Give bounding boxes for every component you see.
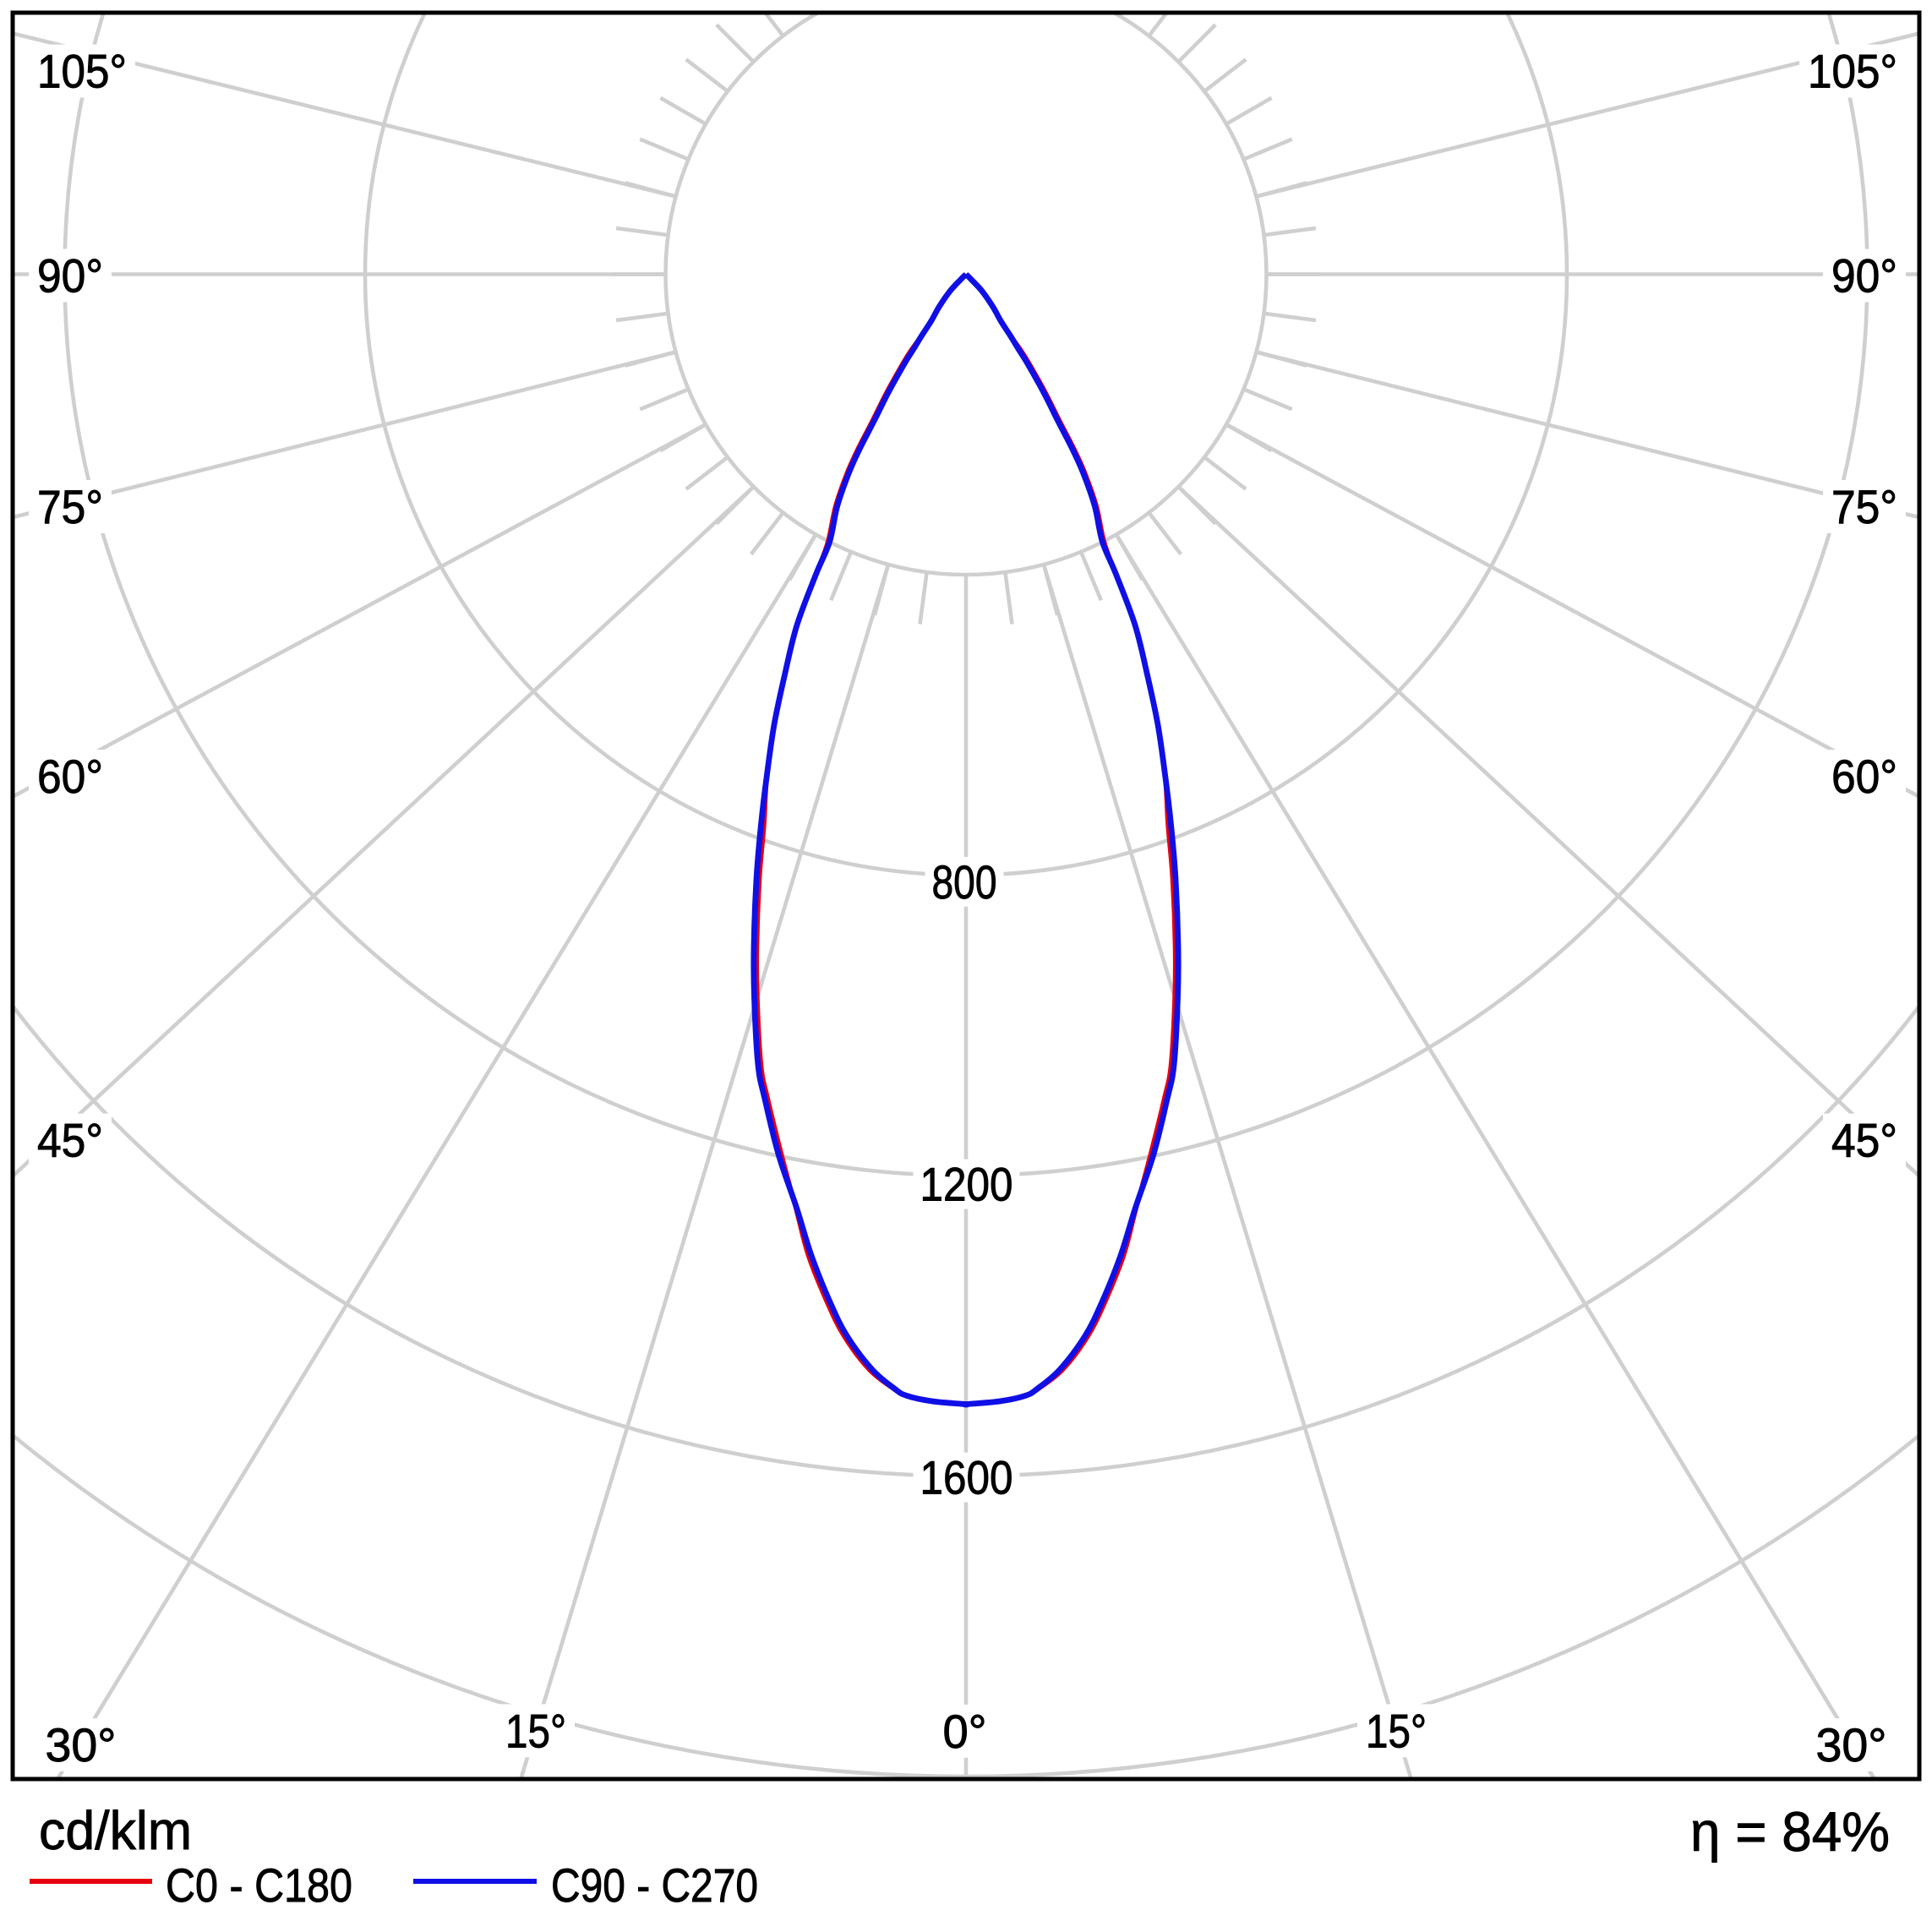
svg-text:1200: 1200 [920,1158,1013,1211]
svg-text:45°: 45° [37,1114,103,1167]
svg-text:C90 - C270: C90 - C270 [551,1858,758,1912]
svg-text:cd/klm: cd/klm [39,1800,192,1861]
svg-text:η = 84%: η = 84% [1690,1800,1890,1863]
svg-text:15°: 15° [505,1704,566,1757]
svg-text:90°: 90° [1831,249,1897,303]
svg-text:45°: 45° [1831,1114,1897,1167]
svg-text:105°: 105° [37,45,127,98]
svg-text:30°: 30° [1816,1718,1887,1771]
svg-text:15°: 15° [1366,1704,1427,1757]
svg-text:0°: 0° [943,1705,987,1758]
svg-text:30°: 30° [46,1718,117,1771]
svg-text:105°: 105° [1808,45,1897,98]
svg-text:1600: 1600 [920,1451,1013,1504]
svg-text:800: 800 [932,855,997,909]
svg-text:90°: 90° [37,249,103,303]
svg-text:75°: 75° [1831,480,1897,533]
svg-text:60°: 60° [37,750,103,803]
svg-text:C0 - C180: C0 - C180 [166,1858,352,1912]
svg-text:60°: 60° [1831,750,1897,803]
svg-text:75°: 75° [37,480,103,533]
